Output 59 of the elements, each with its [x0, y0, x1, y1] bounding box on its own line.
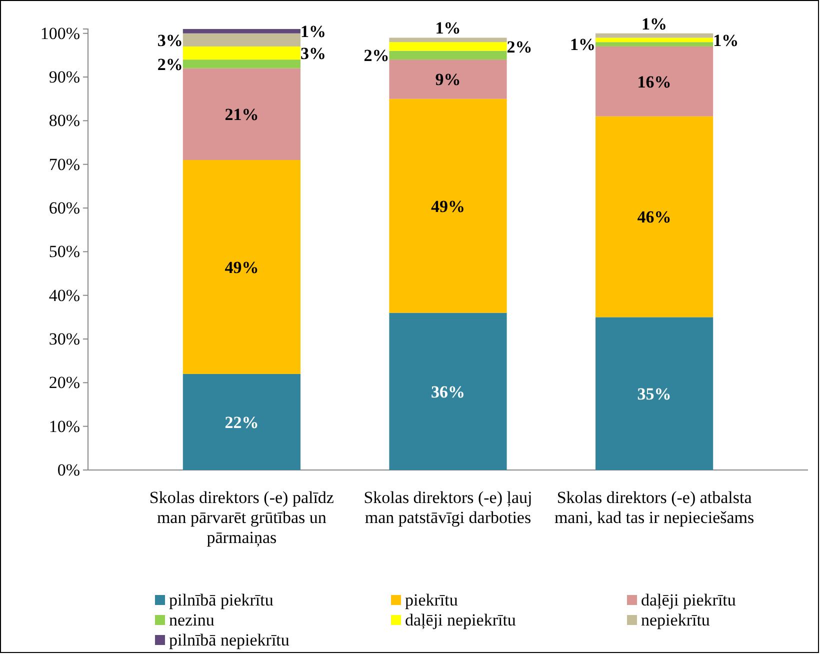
- data-label: 2%: [364, 46, 390, 66]
- bar: [389, 42, 507, 51]
- bar: [389, 98, 507, 313]
- bar: [182, 374, 300, 470]
- y-tick-label: 10%: [48, 416, 80, 436]
- data-label: 21%: [224, 105, 259, 124]
- data-label: 16%: [637, 72, 672, 92]
- x-tick-label: Skolas direktors (-e) palīdz man pārvarēt grūtības un pārmaiņas: [149, 488, 334, 547]
- data-label: 9%: [435, 70, 461, 90]
- y-tick-label: 60%: [48, 198, 80, 218]
- data-label: 2%: [506, 37, 532, 56]
- y-tick-label: 100%: [40, 24, 80, 43]
- bar: [389, 50, 507, 60]
- bar: [389, 60, 507, 99]
- bar: [596, 317, 714, 470]
- bar: [182, 60, 300, 68]
- y-tick-label: 30%: [48, 329, 80, 348]
- data-label: 1%: [300, 22, 326, 42]
- data-label: 22%: [224, 412, 259, 432]
- bar: [596, 38, 714, 42]
- bar: [182, 46, 300, 60]
- data-label: 36%: [431, 382, 465, 402]
- y-tick-label: 0%: [57, 460, 80, 480]
- data-label: 1%: [713, 30, 739, 50]
- legend-label: pilnībā piekrītu: [169, 590, 274, 610]
- bar: [182, 160, 300, 374]
- bar: [596, 33, 714, 38]
- y-tick-label: 70%: [48, 154, 80, 174]
- x-tick-label: Skolas direktors (-e) ļauj man patstāvīgi darboties: [364, 488, 532, 527]
- data-label: 1%: [642, 14, 668, 34]
- data-label: 1%: [435, 18, 461, 38]
- legend-label: nezinu: [169, 610, 215, 630]
- bar: [182, 68, 300, 160]
- bar: [596, 42, 714, 46]
- data-label: 46%: [637, 208, 672, 227]
- data-label: 49%: [224, 258, 259, 277]
- y-tick-label: 40%: [48, 286, 80, 305]
- bar: [182, 33, 300, 46]
- bar: [182, 29, 300, 34]
- legend-label: pilnībā nepiekrītu: [169, 630, 290, 650]
- data-label: 35%: [637, 384, 672, 404]
- y-tick-label: 80%: [48, 111, 80, 130]
- bar: [389, 312, 507, 470]
- legend-label: daļēji nepiekrītu: [405, 610, 516, 630]
- data-label: 1%: [570, 35, 596, 54]
- legend-label: nepiekrītu: [641, 610, 710, 630]
- data-label: 2%: [157, 54, 183, 74]
- data-label: 49%: [431, 196, 465, 216]
- y-tick-label: 20%: [48, 373, 80, 392]
- bar: [596, 46, 714, 116]
- legend-label: daļēji piekrītu: [641, 590, 736, 610]
- y-tick-label: 90%: [48, 67, 80, 86]
- x-tick-label: Skolas direktors (-e) atbalsta mani, kad tas ir nepieciešams: [554, 488, 754, 527]
- data-label: 3%: [300, 44, 326, 63]
- legend-label: piekrītu: [405, 590, 458, 610]
- y-tick-label: 50%: [48, 242, 80, 262]
- bar: [596, 116, 714, 318]
- data-label: 3%: [157, 30, 183, 50]
- bar: [389, 38, 507, 42]
